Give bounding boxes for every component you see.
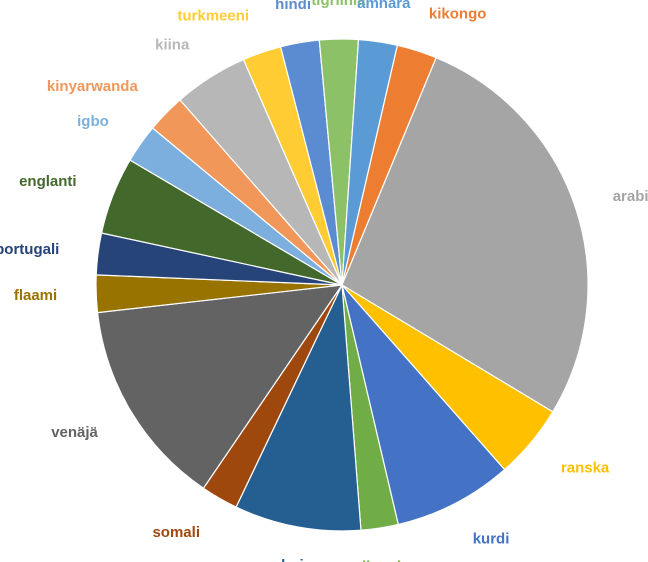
pie-label-flaami: flaami	[14, 287, 57, 304]
pie-label-amhara: amhara	[357, 0, 411, 12]
pie-slices	[95, 38, 589, 532]
pie-label-kurdi: kurdi	[473, 530, 510, 547]
pie-label-lingala: lingala	[362, 559, 410, 562]
pie-label-tigriinia: tigriinia	[311, 0, 366, 9]
pie-label-arabia: arabia	[613, 188, 648, 205]
pie-slice-venäjä	[96, 284, 344, 490]
pie-label-ranska: ranska	[561, 460, 610, 477]
pie-slice-dari	[235, 282, 362, 532]
pie-label-igbo: igbo	[77, 113, 109, 130]
pie-label-portugali: portugali	[0, 241, 59, 258]
pie-label-hindi: hindi	[275, 0, 311, 13]
pie-label-englanti: englanti	[19, 173, 77, 190]
pie-label-kinyarwanda: kinyarwanda	[47, 78, 139, 95]
pie-label-venäjä: venäjä	[51, 424, 98, 441]
pie-slice-arabia	[341, 56, 589, 413]
pie-label-dari: dari	[276, 557, 304, 562]
pie-label-turkmeeni: turkmeeni	[177, 8, 249, 25]
pie-label-kiina: kiina	[155, 36, 190, 53]
pie-label-somali: somali	[152, 524, 200, 541]
pie-slice-amhara	[341, 38, 399, 286]
pie-slice-kurdi	[341, 284, 506, 526]
pie-label-kikongo: kikongo	[429, 6, 487, 23]
